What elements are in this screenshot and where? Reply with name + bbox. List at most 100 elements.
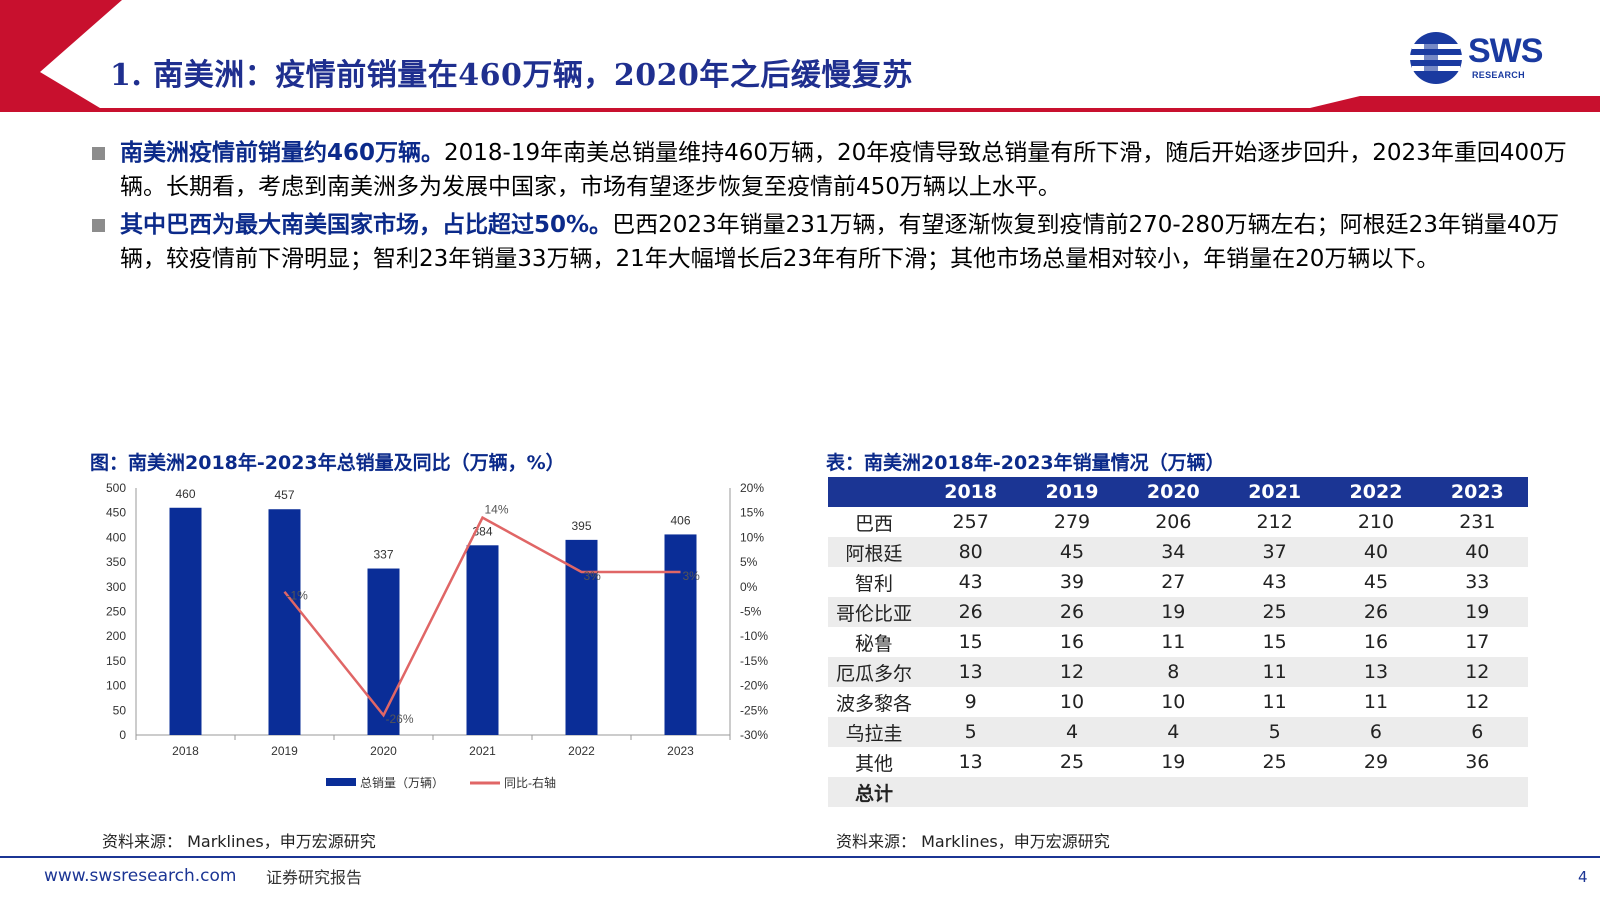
table-cell: 5 [920,717,1022,747]
y2-tick-label: -15% [740,654,768,668]
y2-tick-label: 0% [740,580,758,594]
table-cell: 10 [1161,691,1186,713]
table-cell: 34 [1122,537,1224,567]
footer-label: 证券研究报告 [266,868,363,887]
table-cell: 39 [1059,571,1085,593]
table-cell: 13 [920,657,1022,687]
bullet-list: 南美洲疫情前销量约460万辆。2018-19年南美总销量维持460万辆，20年疫… [90,136,1570,278]
bullet-bold-lead: 南美洲疫情前销量约460万辆。 [120,140,445,166]
table-header-cell: 2020 [1122,477,1224,507]
sales-chart: 0 50 100 150 200 250 300 350 400 450 500 -30% -25% -2… [106,481,768,790]
table-row-label: 巴西 [854,512,893,535]
bullet-text: 巴西2023年销量231万辆，有望逐渐恢复到疫情前270-280万辆左右；阿根廷… [120,212,1560,272]
line-value-label: -26% [386,712,414,726]
table-cell: 40 [1325,537,1427,567]
table-cell: 12 [1465,691,1490,713]
line-value-label: 3% [584,569,602,583]
table-source: 资料来源： Marklines，申万宏源研究 [836,832,1110,851]
table-cell: 4 [1122,717,1224,747]
table-cell: 25 [1223,597,1326,627]
table-cell: 33 [1465,571,1490,593]
y2-tick-label: 10% [740,530,764,544]
yoy-line [283,515,681,718]
footer-url[interactable]: www.swsresearch.com [44,866,237,886]
legend-line-label: 同比-右轴 [504,775,556,790]
table-cell: 25 [1059,751,1085,773]
table-cell: 210 [1357,511,1395,533]
table-row-label: 厄瓜多尔 [828,657,920,687]
table-cell: 4 [1021,717,1123,747]
table-cell: 25 [1262,751,1287,773]
table-cell: 5 [1223,717,1326,747]
table-header-row: 2018 2019 2020 2021 2022 2023 [828,477,1528,507]
bar [466,545,499,735]
bar [169,507,202,735]
table-cell [1223,777,1326,807]
table-cell: 15 [1262,631,1287,653]
y-tick-label: 150 [106,654,126,668]
x-tick-label: 2019 [271,744,298,758]
table-cell: 13 [958,751,983,773]
table-cell: 80 [920,537,1022,567]
table-cell: 212 [1256,511,1293,533]
table-cell: 279 [1053,511,1091,533]
bar [367,568,400,735]
table-cell: 6 [1426,717,1528,747]
y-tick-label: 350 [106,555,126,569]
x-tick-label: 2023 [667,744,694,758]
bar-value-label: 337 [373,548,393,562]
y-tick-label: 250 [106,605,126,619]
table-row: 其他 13 25 19 25 29 36 [828,747,1528,777]
table-cell: 12 [1021,657,1123,687]
table-cell: 26 [920,597,1022,627]
y2-tick-label: -5% [740,605,762,619]
bullet-square-icon [92,219,105,232]
table-row: 巴西 257 279 206 212 210 231 [828,507,1528,537]
table-row: 阿根廷 80 45 34 37 40 40 [828,537,1528,567]
y-tick-label: 300 [106,580,126,594]
y-tick-label: 50 [113,703,127,717]
bar-value-label: 457 [274,488,294,502]
chart-title: 图：南美洲2018年-2023年总销量及同比（万辆，%） [90,452,565,474]
table-cell: 36 [1465,751,1490,773]
y2-tick-label: -20% [740,679,768,693]
table-cell: 43 [1262,571,1287,593]
table-cell: 9 [964,691,977,713]
chart-source: 资料来源： Marklines，申万宏源研究 [102,832,376,851]
table-row: 厄瓜多尔 13 12 8 11 13 12 [828,657,1528,687]
table-cell: 11 [1262,691,1287,713]
table-cell: 26 [1021,597,1123,627]
y2-tick-label: 20% [740,481,764,495]
table-cell [920,777,1022,807]
table-cell: 16 [1363,631,1389,653]
bar [268,509,301,735]
sales-table: 2018 2019 2020 2021 2022 2023 巴西 257 279 206 212 2… [828,477,1528,807]
bar-value-label: 406 [670,513,690,527]
table-cell: 15 [958,631,983,653]
table-row: 秘鲁 15 16 11 15 16 17 [828,627,1528,657]
table-header-cell: 2021 [1223,477,1326,507]
line-value-label: 3% [683,569,701,583]
table-row-label: 总计 [828,777,920,807]
table-row-label: 秘鲁 [854,632,893,655]
y-tick-label: 0 [119,728,126,742]
line-value-label: 14% [485,503,509,517]
table-row-label: 阿根廷 [828,537,920,567]
y-tick-label: 400 [106,530,126,544]
table-cell: 29 [1363,751,1389,773]
bar [664,534,697,735]
header-band [0,0,1600,112]
table-cell: 19 [1426,597,1528,627]
table-header-cell: 2019 [1021,477,1123,507]
table-cell: 231 [1459,511,1496,533]
table-row-label: 哥伦比亚 [828,597,920,627]
table-cell [1325,777,1427,807]
table-cell: 37 [1223,537,1326,567]
legend-bar-label: 总销量（万辆） [360,776,444,790]
table-cell: 10 [1059,691,1085,713]
bar-value-label: 460 [175,487,195,501]
table-cell: 43 [958,571,983,593]
bullet-square-icon [92,147,105,160]
sws-logo: SWS RESEARCH [1408,30,1568,86]
table-row-label: 智利 [854,572,893,595]
